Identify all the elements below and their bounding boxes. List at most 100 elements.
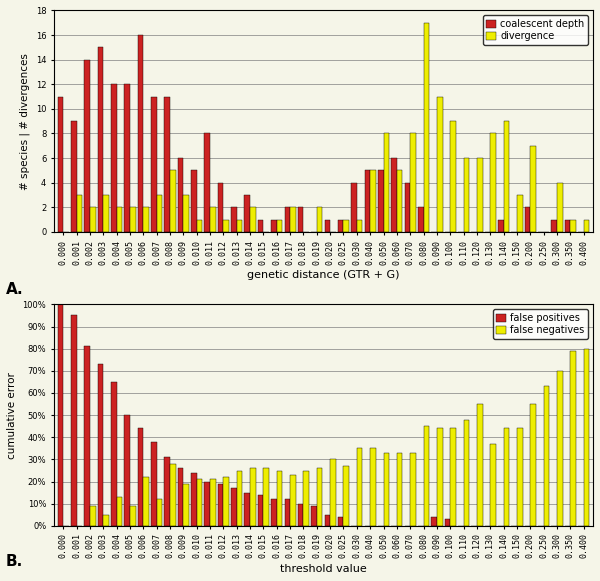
Bar <box>90 207 95 232</box>
Bar <box>258 495 263 526</box>
Bar <box>343 466 349 526</box>
Bar <box>437 96 443 232</box>
Bar <box>464 419 469 526</box>
Bar <box>263 468 269 526</box>
Bar <box>130 506 136 526</box>
Bar <box>143 207 149 232</box>
Bar <box>338 220 343 232</box>
Bar <box>111 84 116 232</box>
Bar <box>431 517 437 526</box>
Bar <box>383 134 389 232</box>
Bar <box>197 479 202 526</box>
Bar <box>498 220 503 232</box>
Bar <box>304 471 309 526</box>
Bar <box>116 497 122 526</box>
Bar <box>290 207 296 232</box>
X-axis label: threshold value: threshold value <box>280 564 367 574</box>
Bar <box>170 464 176 526</box>
Bar <box>565 220 571 232</box>
Bar <box>410 134 416 232</box>
Bar <box>111 382 116 526</box>
Bar <box>450 121 456 232</box>
Bar <box>103 195 109 232</box>
Bar <box>137 428 143 526</box>
Bar <box>477 158 482 232</box>
Bar <box>530 404 536 526</box>
Bar <box>231 488 237 526</box>
Bar <box>370 449 376 526</box>
Bar <box>210 207 215 232</box>
Bar <box>424 426 429 526</box>
Bar <box>71 121 77 232</box>
Bar <box>437 428 443 526</box>
Bar <box>178 468 184 526</box>
Bar <box>277 220 283 232</box>
Bar <box>85 60 90 232</box>
Bar <box>551 220 557 232</box>
Text: A.: A. <box>6 282 23 297</box>
Bar <box>151 442 157 526</box>
Bar <box>351 182 357 232</box>
Bar <box>357 220 362 232</box>
Bar <box>397 453 403 526</box>
Bar <box>124 84 130 232</box>
Bar <box>271 220 277 232</box>
Bar <box>418 207 424 232</box>
Bar <box>231 207 237 232</box>
Bar <box>517 195 523 232</box>
Bar <box>170 170 176 232</box>
Bar <box>205 134 210 232</box>
Bar <box>557 371 563 526</box>
Bar <box>218 484 223 526</box>
Bar <box>584 220 589 232</box>
Bar <box>571 220 576 232</box>
Bar <box>58 96 63 232</box>
Bar <box>116 207 122 232</box>
Bar <box>103 515 109 526</box>
Bar <box>338 517 343 526</box>
Bar <box>197 220 202 232</box>
Bar <box>317 207 322 232</box>
Text: B.: B. <box>6 554 23 569</box>
Bar <box>525 207 530 232</box>
Bar <box>164 457 170 526</box>
Y-axis label: # species | # divergences: # species | # divergences <box>20 53 30 189</box>
Bar <box>58 304 63 526</box>
Bar <box>391 158 397 232</box>
Bar <box>124 415 130 526</box>
Bar <box>250 207 256 232</box>
Bar <box>343 220 349 232</box>
Bar <box>357 449 362 526</box>
Bar <box>544 386 549 526</box>
Bar <box>450 428 456 526</box>
Bar <box>184 195 189 232</box>
Bar <box>77 195 82 232</box>
Bar <box>277 471 283 526</box>
Bar <box>191 170 197 232</box>
Bar <box>223 220 229 232</box>
Bar <box>151 96 157 232</box>
Bar <box>404 182 410 232</box>
Bar <box>571 351 576 526</box>
Bar <box>490 134 496 232</box>
Bar <box>584 349 589 526</box>
Bar <box>237 220 242 232</box>
Bar <box>325 220 330 232</box>
Bar <box>250 468 256 526</box>
Bar <box>184 484 189 526</box>
Bar <box>317 468 322 526</box>
Bar <box>298 504 304 526</box>
Bar <box>271 499 277 526</box>
Bar <box>71 315 77 526</box>
Bar <box>218 182 223 232</box>
Bar <box>410 453 416 526</box>
Bar <box>98 48 103 232</box>
Bar <box>210 479 215 526</box>
Legend: false positives, false negatives: false positives, false negatives <box>493 309 588 339</box>
Bar <box>397 170 403 232</box>
Bar <box>244 493 250 526</box>
Bar <box>477 404 482 526</box>
Y-axis label: cumulative error: cumulative error <box>7 372 17 458</box>
Bar <box>157 499 162 526</box>
Bar <box>205 482 210 526</box>
